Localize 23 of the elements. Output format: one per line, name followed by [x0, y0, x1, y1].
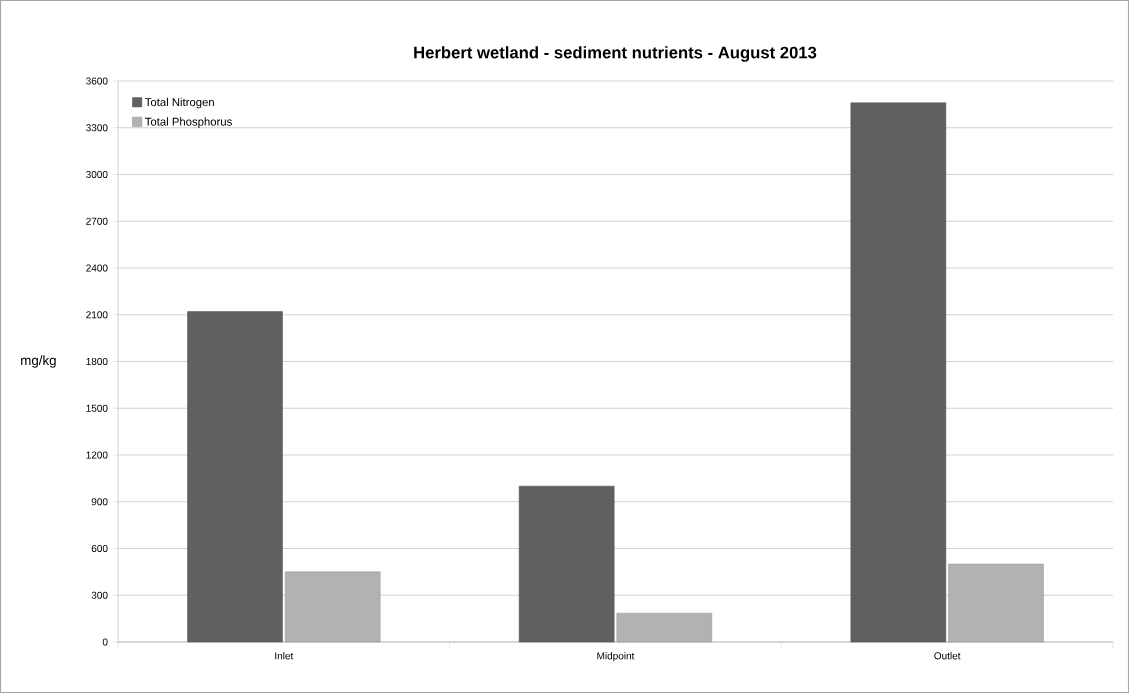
- x-tick-label: Inlet: [275, 652, 294, 660]
- legend-label: Total Nitrogen: [145, 97, 214, 109]
- x-tick-label: Outlet: [934, 652, 961, 660]
- y-tick-label: 2700: [86, 217, 108, 225]
- y-tick-label: 300: [91, 591, 108, 599]
- y-tick-label: 2400: [86, 264, 108, 272]
- y-tick-label: 1200: [86, 451, 108, 459]
- y-tick-label: 0: [102, 638, 108, 646]
- legend-label: Total Phosphorus: [145, 117, 232, 128]
- y-tick-label: 1800: [86, 357, 108, 366]
- y-tick-label: 3300: [86, 124, 108, 132]
- bar: [518, 485, 615, 643]
- bar: [850, 102, 947, 643]
- y-tick-label: 3600: [86, 77, 108, 85]
- x-tick-label: Midpoint: [597, 652, 635, 662]
- y-tick-label: 3000: [86, 170, 108, 179]
- y-tick-label: 900: [91, 498, 108, 506]
- y-axis-title: mg/kg: [21, 355, 56, 368]
- y-tick-label: 600: [91, 544, 108, 553]
- y-tick-label: 1500: [86, 404, 108, 412]
- y-tick-label: 2100: [86, 311, 108, 319]
- bar: [187, 311, 283, 643]
- chart-title: Herbert wetland - sediment nutrients - August 2013: [414, 46, 817, 62]
